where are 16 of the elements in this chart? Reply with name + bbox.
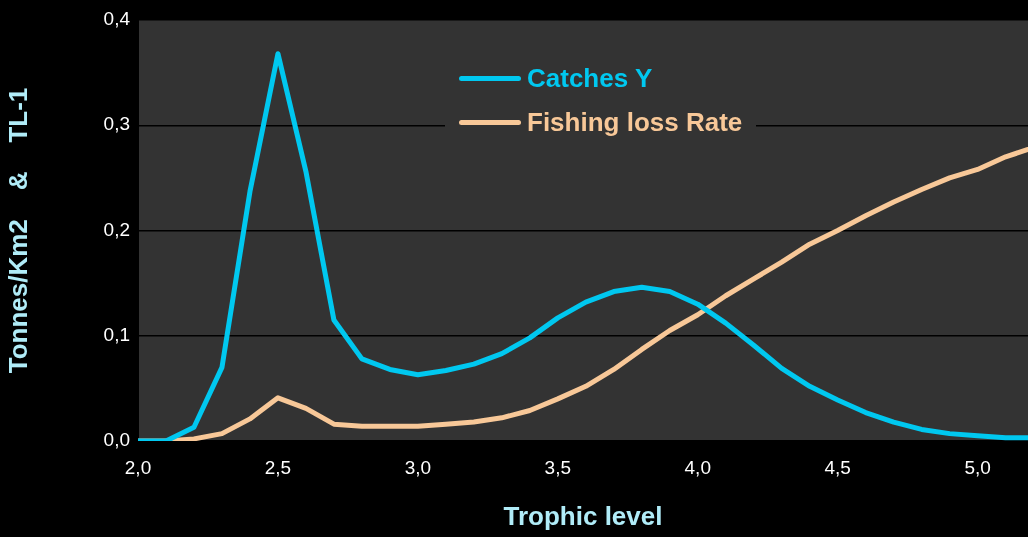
x-tick-label: 4,0 (684, 456, 711, 478)
x-tick-label: 4,5 (824, 456, 851, 478)
y-tick-label: 0,3 (103, 113, 130, 135)
y-tick-label: 0,1 (103, 323, 130, 345)
x-axis-title: Trophic level (503, 500, 663, 531)
y-axis-title: Tonnes/Km2 & TL-1 (2, 87, 33, 374)
x-tick-label: 3,5 (544, 456, 572, 478)
x-tick-label: 2,0 (124, 456, 152, 478)
y-tick-label: 0,2 (103, 218, 130, 240)
legend-label: Fishing loss Rate (527, 106, 743, 138)
legend-label: Catches Y (527, 62, 653, 94)
y-tick-label: 0,4 (103, 8, 131, 30)
x-tick-label: 3,0 (404, 456, 432, 478)
x-tick-label: 2,5 (264, 456, 292, 478)
x-tick-label: 5,0 (964, 456, 991, 478)
y-tick-label: 0,0 (103, 429, 130, 451)
